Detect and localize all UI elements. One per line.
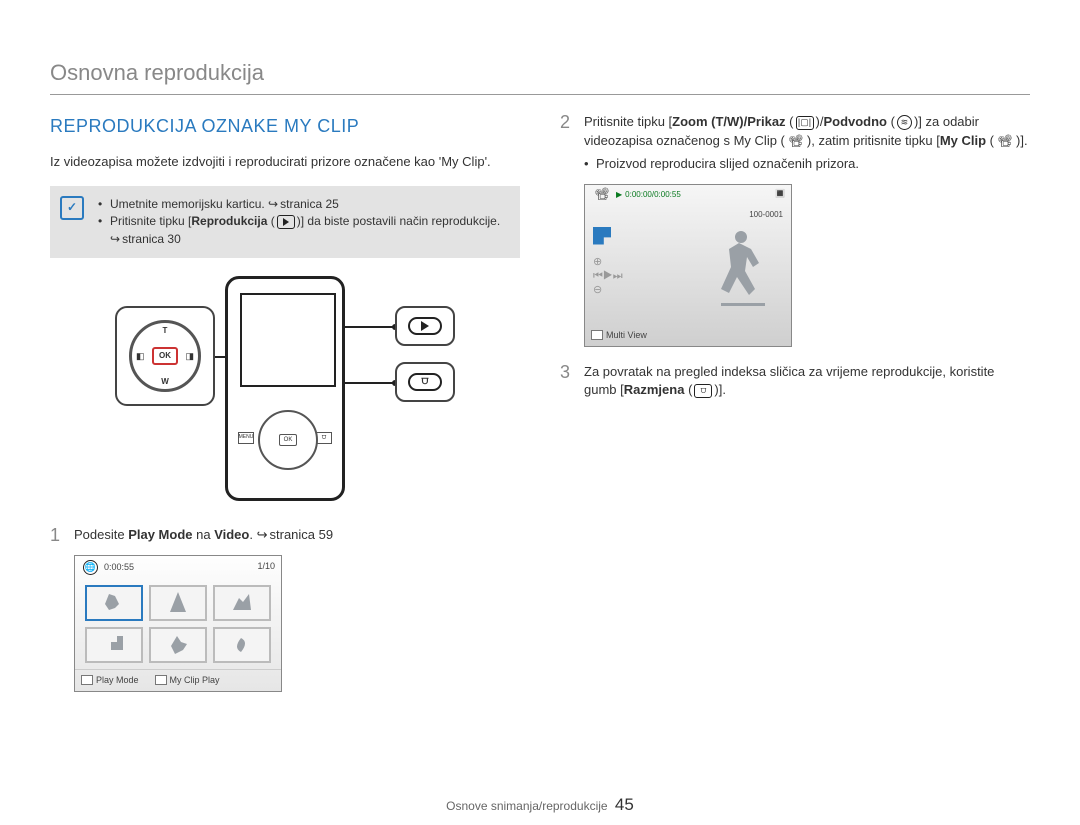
callout-dpad: T W ◧ ◨ OK	[115, 306, 215, 406]
mock-footer-right: My Clip Play	[170, 674, 220, 687]
myclip-icon	[155, 675, 167, 685]
device-body: MENU ⩌ OK	[225, 276, 345, 501]
menu-key: MENU	[238, 432, 254, 444]
step-1-number: 1	[50, 526, 64, 545]
device-screen	[240, 293, 336, 387]
page-ref-icon	[268, 197, 280, 211]
leader-line	[345, 326, 395, 328]
mock-multiview: Multi View	[606, 329, 647, 342]
step-3-text: Za povratak na pregled indeksa sličica z…	[584, 363, 1030, 401]
thumbnail-5	[149, 627, 207, 663]
dpad-left: ◧	[136, 350, 145, 363]
mock-timebar: 0:00:00/0:00:55	[625, 189, 681, 201]
mini-ok: OK	[279, 434, 297, 446]
page-subtitle: REPRODUKCIJA OZNAKE MY CLIP	[50, 113, 520, 139]
play-icon	[421, 321, 429, 331]
mock-fileno: 100-0001	[749, 209, 783, 221]
vol-up-icon: ⊕	[593, 255, 623, 269]
camcorder-icon: 📽	[996, 134, 1014, 148]
thumbnail-4	[85, 627, 143, 663]
transport-icons: ⏮▶⏭	[593, 269, 623, 283]
display-icon: |▢|	[796, 116, 814, 130]
thumbnail-2	[149, 585, 207, 621]
mini-dpad: OK	[258, 410, 318, 470]
note-icon: ✓	[60, 196, 84, 220]
note-line-1: Umetnite memorijsku karticu. stranica 25	[98, 196, 508, 213]
globe-icon: 🌐	[83, 560, 98, 575]
mock-count: 1/10	[257, 560, 275, 575]
menu-icon	[81, 675, 93, 685]
page-ref-icon	[257, 527, 270, 542]
thumbnail-1	[85, 585, 143, 621]
callout-share: ⩌	[395, 362, 455, 402]
dpad-right: ◨	[185, 350, 194, 363]
step-2-text: Pritisnite tipku [Zoom (T/W)/Prikaz (|▢|…	[584, 113, 1030, 174]
back-arrow-icon	[593, 227, 611, 245]
thumbnail-6	[213, 627, 271, 663]
section-title: Osnovna reprodukcija	[50, 60, 1030, 86]
share-icon: ⩌	[408, 373, 442, 391]
device-illustration: T W ◧ ◨ OK MENU ⩌ OK	[50, 276, 520, 506]
note-line-2: Pritisnite tipku [Reprodukcija ()] da bi…	[98, 213, 508, 248]
share-icon: ⩌	[694, 384, 712, 398]
title-rule	[50, 94, 1030, 95]
vol-down-icon: ⊖	[593, 283, 623, 297]
intro-text: Iz videozapisa možete izdvojiti i reprod…	[50, 153, 520, 172]
underwater-icon: ≋	[897, 115, 912, 130]
camcorder-icon: 📽	[593, 188, 611, 202]
step-3-number: 3	[560, 363, 574, 401]
dpad-t: T	[163, 325, 168, 337]
callout-play	[395, 306, 455, 346]
leader-line	[345, 382, 395, 384]
playback-screen-mock: 📽▶0:00:00/0:00:55 🔳 100-0001 ⊕ ⏮▶⏭ ⊖ Mul…	[584, 184, 792, 347]
skater-silhouette	[711, 225, 771, 309]
note-box: ✓ Umetnite memorijsku karticu. stranica …	[50, 186, 520, 258]
multiview-icon	[591, 330, 603, 340]
footer-label: Osnove snimanja/reprodukcije	[446, 799, 607, 813]
thumbnail-3	[213, 585, 271, 621]
dpad-w: W	[161, 376, 169, 388]
page-footer: Osnove snimanja/reprodukcije 45	[0, 795, 1080, 815]
step-1-text: Podesite Play Mode na Video. stranica 59	[74, 526, 520, 545]
share-key: ⩌	[316, 432, 332, 444]
camcorder-icon: 📽	[787, 134, 805, 148]
play-icon	[277, 215, 295, 229]
mock-time: 0:00:55	[104, 561, 134, 574]
step-2-sub: Proizvod reproducira slijed označenih pr…	[584, 155, 1030, 174]
page-number: 45	[615, 795, 634, 814]
mock-footer-left: Play Mode	[96, 674, 139, 687]
thumbnail-screen-mock: 🌐 0:00:55 1/10 Play Mode My Clip Play	[74, 555, 282, 692]
step-2-number: 2	[560, 113, 574, 174]
page-ref-icon	[110, 232, 122, 246]
dpad-ok: OK	[152, 347, 178, 365]
